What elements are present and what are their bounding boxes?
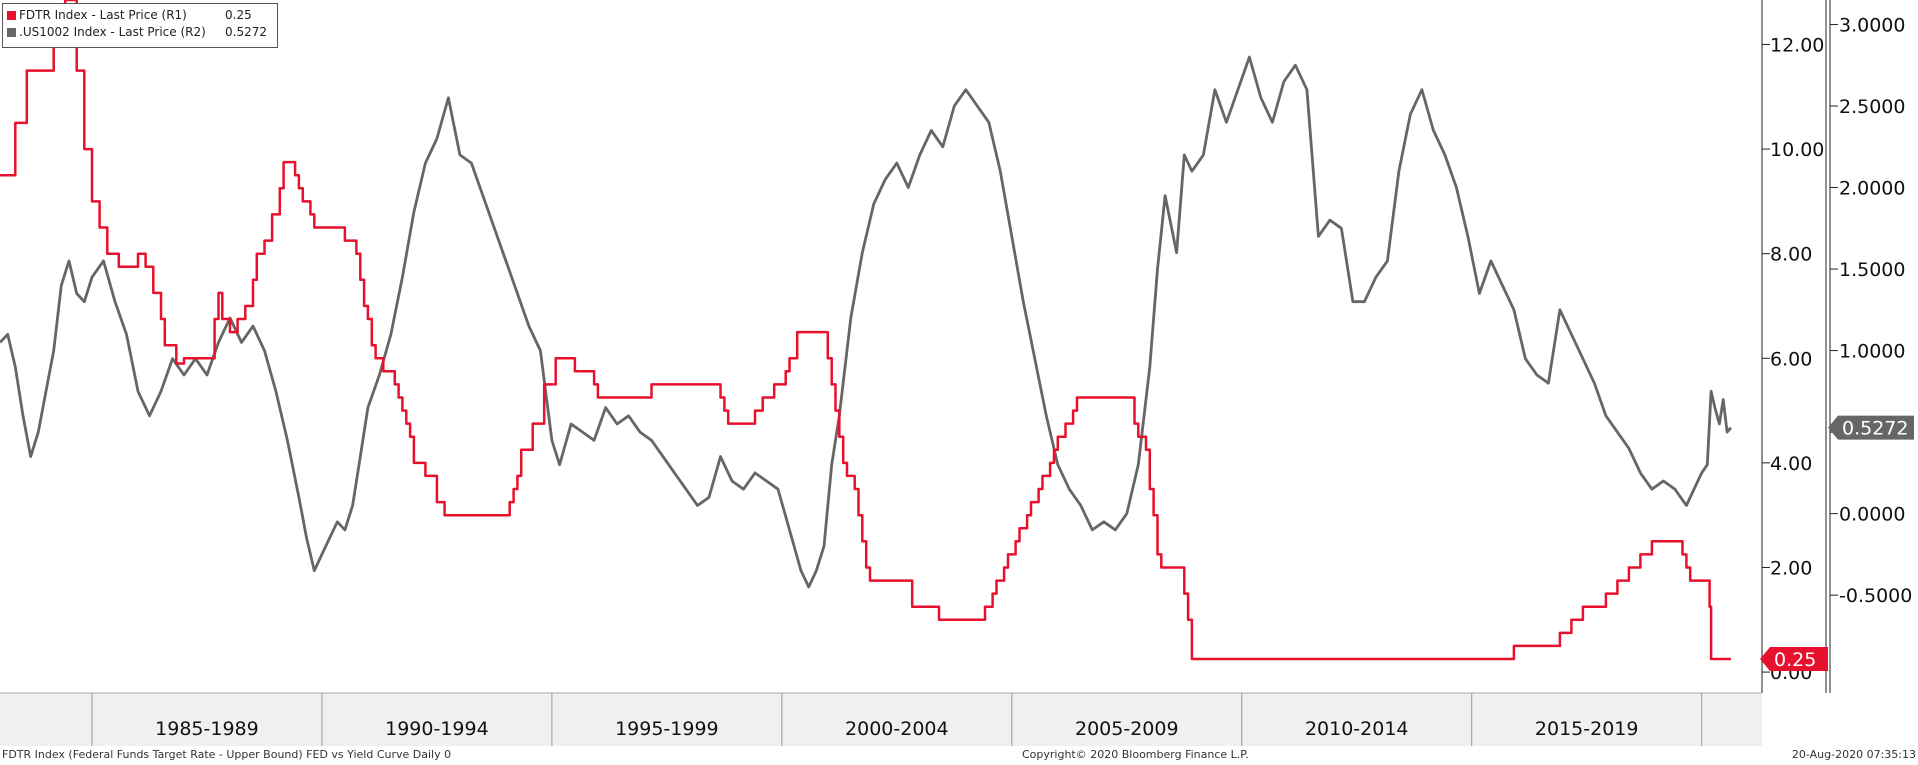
right-tick-label: 2.5000 [1839, 96, 1905, 118]
left-tick-label: 4.00 [1770, 453, 1812, 475]
x-tick-label: 2010-2014 [1305, 718, 1409, 740]
footer-copyright: Copyright© 2020 Bloomberg Finance L.P. [1022, 748, 1249, 761]
last-value-tag-us1002: 0.5272 [1828, 415, 1914, 440]
last-value-tag-shape [1828, 415, 1914, 440]
last-value-tag-text: 0.5272 [1842, 418, 1908, 440]
legend-item-fdtr: FDTR Index - Last Price (R1) 0.25 [7, 7, 273, 24]
legend-item-us1002: .US1002 Index - Last Price (R2) 0.5272 [7, 24, 273, 41]
footer-description: FDTR Index (Federal Funds Target Rate - … [2, 748, 452, 761]
legend-value-fdtr: 0.25 [225, 8, 252, 22]
last-value-tag-text: 0.25 [1774, 649, 1816, 671]
x-tick-label: 2000-2004 [845, 718, 949, 740]
last-value-tag-fdtr: 0.25 [1760, 647, 1828, 672]
left-tick-label: 8.00 [1770, 244, 1812, 266]
right-tick-label: -0.5000 [1839, 585, 1912, 607]
right-tick-label: 1.5000 [1839, 259, 1905, 281]
legend-value-us1002: 0.5272 [225, 25, 267, 39]
right-axis-panel [1762, 0, 1918, 693]
right-tick-label: 0.0000 [1839, 504, 1905, 526]
plot-area [0, 0, 1762, 693]
left-tick-label: 6.00 [1770, 348, 1812, 370]
x-axis-labels: 1985-1989 1990-1994 1995-1999 2000-2004 2005… [155, 718, 1638, 740]
series-line-fdtr [0, 0, 1731, 661]
right-tick-label: 3.0000 [1839, 14, 1905, 36]
legend-label-fdtr: FDTR Index - Last Price (R1) [19, 8, 187, 22]
series-layer [0, 0, 1732, 661]
legend-swatch-red [7, 11, 16, 20]
legend-swatch-gray [7, 28, 16, 37]
x-tick-label: 2015-2019 [1535, 718, 1639, 740]
last-value-tags: 0.25 0.5272 [1760, 415, 1914, 672]
last-value-tag-shape [1760, 647, 1828, 672]
x-tick-label: 2005-2009 [1075, 718, 1179, 740]
left-tick-label: 10.00 [1770, 139, 1824, 161]
left-tick-label: 12.00 [1770, 34, 1824, 56]
x-axis-band [0, 693, 1762, 746]
left-tick-label: 2.00 [1770, 557, 1812, 579]
x-axis-separators [91, 693, 1703, 746]
x-tick-label: 1990-1994 [385, 718, 489, 740]
footer-timestamp: 20-Aug-2020 07:35:13 [1791, 748, 1916, 761]
legend-label-us1002: .US1002 Index - Last Price (R2) [19, 25, 206, 39]
series-line-us1002 [0, 55, 1732, 589]
right-tick-label: 2.0000 [1839, 178, 1905, 200]
x-tick-label: 1995-1999 [615, 718, 719, 740]
right-tick-label: 1.0000 [1839, 341, 1905, 363]
x-tick-label: 1985-1989 [155, 718, 259, 740]
legend: FDTR Index - Last Price (R1) 0.25 .US100… [2, 3, 278, 48]
